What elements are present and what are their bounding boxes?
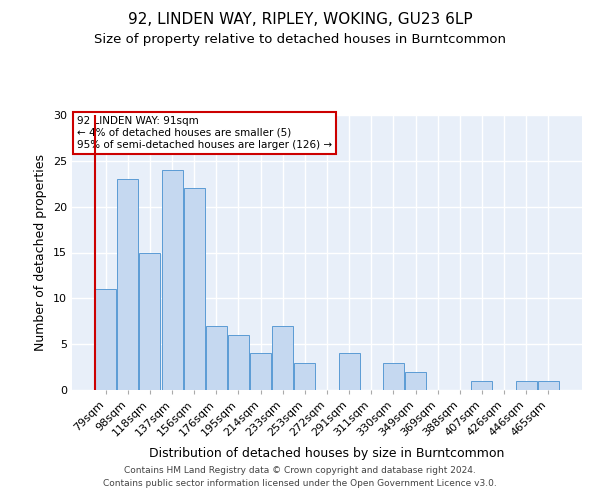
Bar (295, 362, 316, 390)
Bar (228, 335, 249, 390)
Text: 92 LINDEN WAY: 91sqm
← 4% of detached houses are smaller (5)
95% of semi-detache: 92 LINDEN WAY: 91sqm ← 4% of detached ho… (77, 116, 332, 150)
Bar (118, 179, 139, 390)
Bar (383, 362, 404, 390)
Bar (95, 289, 116, 390)
Text: Size of property relative to detached houses in Burntcommon: Size of property relative to detached ho… (94, 32, 506, 46)
Text: Distribution of detached houses by size in Burntcommon: Distribution of detached houses by size … (149, 448, 505, 460)
Bar (272, 326, 293, 390)
Bar (161, 170, 182, 390)
Text: 92, LINDEN WAY, RIPLEY, WOKING, GU23 6LP: 92, LINDEN WAY, RIPLEY, WOKING, GU23 6LP (128, 12, 472, 28)
Text: Contains HM Land Registry data © Crown copyright and database right 2024.
Contai: Contains HM Land Registry data © Crown c… (103, 466, 497, 487)
Y-axis label: Number of detached properties: Number of detached properties (34, 154, 47, 351)
Bar (139, 252, 160, 390)
Bar (538, 381, 559, 390)
Bar (338, 354, 359, 390)
Bar (472, 381, 493, 390)
Bar (206, 326, 227, 390)
Bar (515, 381, 536, 390)
Bar (250, 354, 271, 390)
Bar (405, 372, 426, 390)
Bar (184, 188, 205, 390)
